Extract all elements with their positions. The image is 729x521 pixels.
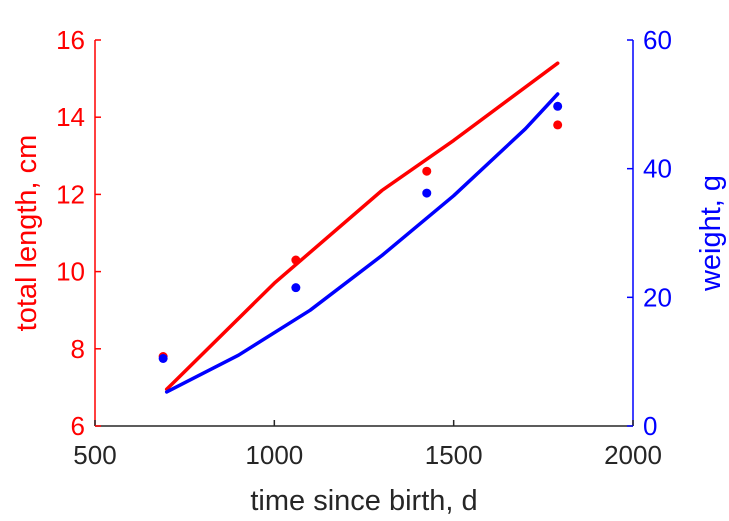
- series-right-point: [422, 188, 432, 198]
- left-y-tick-label: 14: [56, 102, 85, 132]
- right-y-tick-label: 20: [643, 282, 672, 312]
- right-y-tick-label: 0: [643, 411, 657, 441]
- left-y-axis-label: total length, cm: [11, 135, 43, 332]
- left-y-tick-label: 16: [56, 25, 85, 55]
- left-y-tick-label: 12: [56, 179, 85, 209]
- x-axis-label: time since birth, d: [250, 485, 477, 517]
- right-y-tick-label: 60: [643, 25, 672, 55]
- series-left-point: [553, 120, 563, 130]
- series-left-point: [422, 166, 432, 176]
- x-tick-label: 2000: [604, 440, 662, 470]
- series-left-point: [291, 255, 301, 265]
- right-y-tick-label: 40: [643, 154, 672, 184]
- x-tick-label: 500: [73, 440, 116, 470]
- left-y-tick-label: 8: [71, 334, 85, 364]
- series-right-curve: [164, 92, 560, 394]
- left-y-tick-label: 10: [56, 257, 85, 287]
- left-y-tick-label: 6: [71, 411, 85, 441]
- series-right-point: [158, 353, 168, 363]
- series-left-curve: [164, 61, 560, 392]
- x-tick-label: 1000: [245, 440, 303, 470]
- x-tick-label: 1500: [425, 440, 483, 470]
- series-right-point: [291, 283, 301, 293]
- right-y-axis-label: weight, g: [695, 175, 727, 292]
- plot-area: 500 1000 1500 2000 6 8 10 12 14 16 0 20 40 60: [56, 25, 672, 470]
- series-right-point: [553, 101, 563, 111]
